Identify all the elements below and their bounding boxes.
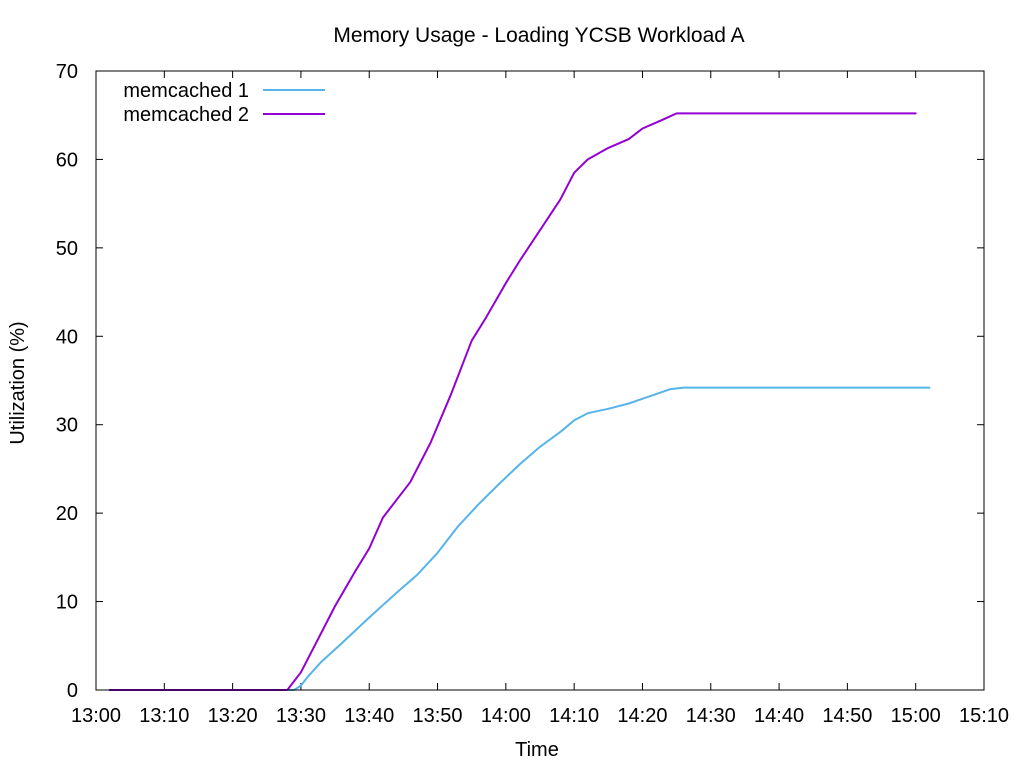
y-tick-label: 50 [56,238,78,260]
x-tick-label: 15:00 [891,705,941,727]
series-line-memcached-2 [108,112,917,691]
legend-label-memcached-2: memcached 2 [123,104,249,126]
y-tick-label: 40 [56,326,78,348]
y-tick-label: 0 [67,680,78,702]
x-tick-label: 13:40 [344,705,394,727]
x-axis-label: Time [515,739,559,761]
x-tick-label: 14:50 [822,705,872,727]
y-tick-label: 10 [56,592,78,614]
x-tick-label: 14:30 [686,705,736,727]
chart-title: Memory Usage - Loading YCSB Workload A [333,24,744,47]
x-tick-label: 13:10 [139,705,189,727]
x-tick-label: 14:40 [754,705,804,727]
x-tick-label: 13:00 [71,705,121,727]
axis-ticks: 0 10 20 30 40 50 60 70 13:00 13:10 13:20 13:30 13:40… [56,61,1009,727]
x-tick-label: 13:30 [276,705,326,727]
y-tick-label: 30 [56,415,78,437]
x-tick-label: 13:50 [413,705,463,727]
x-tick-label: 14:00 [481,705,531,727]
x-tick-label: 15:10 [959,705,1009,727]
legend-label-memcached-1: memcached 1 [123,80,249,102]
plot-frame [95,70,985,691]
y-tick-label: 60 [56,149,78,171]
y-tick-label: 20 [56,503,78,525]
series-line-memcached-1 [108,386,931,691]
y-axis-label: Utilization (%) [7,321,29,444]
y-tick-label: 70 [56,61,78,83]
x-tick-label: 13:20 [208,705,258,727]
x-tick-label: 14:10 [549,705,599,727]
series-lines [108,112,931,691]
x-tick-label: 14:20 [617,705,667,727]
